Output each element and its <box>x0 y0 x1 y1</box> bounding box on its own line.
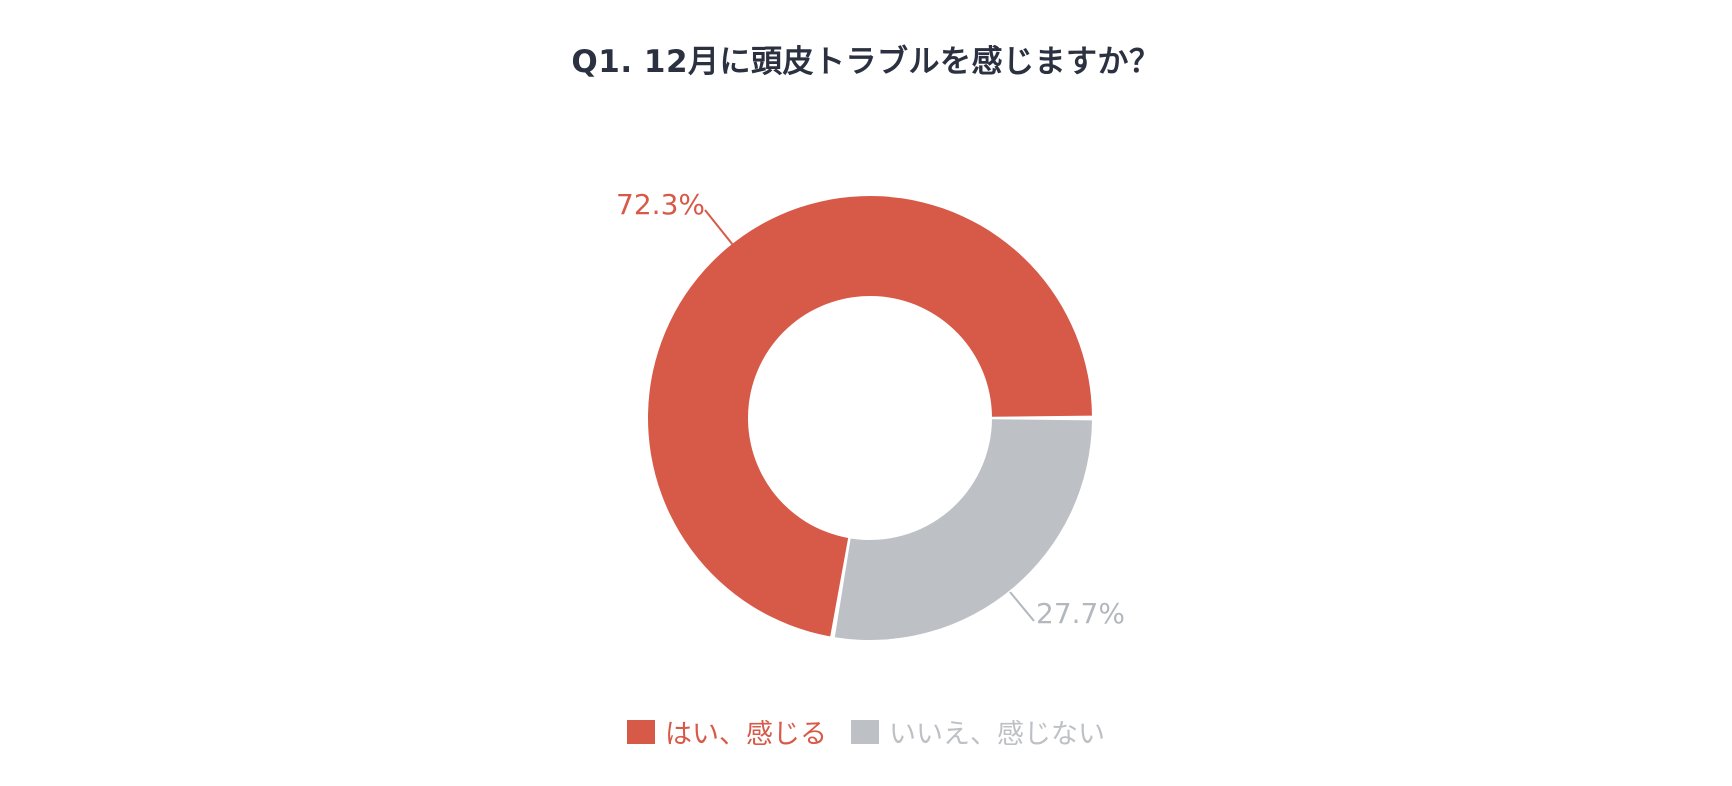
legend-item-no[interactable]: いいえ、感じない <box>851 712 1105 751</box>
legend-swatch-yes <box>627 719 655 744</box>
leader-line-yes <box>704 209 734 246</box>
leader-line-no <box>1009 591 1035 622</box>
donut-slice-no[interactable] <box>834 419 1092 640</box>
legend-label-no: いいえ、感じない <box>889 719 1105 750</box>
slices-layer <box>648 196 1092 640</box>
legend-swatch-no <box>851 719 879 744</box>
data-label-no: 27.7% <box>1036 597 1125 630</box>
legend-label-yes: はい、感じる <box>665 719 827 750</box>
legend-item-yes[interactable]: はい、感じる <box>627 712 827 751</box>
chart-title: Q1. 12月に頭皮トラブルを感じますか？ <box>571 44 1161 80</box>
labels-layer: 72.3% 27.7% <box>616 188 1125 630</box>
donut-slice-yes[interactable] <box>648 196 1092 637</box>
data-label-yes: 72.3% <box>616 188 705 221</box>
legend: はい、感じる いいえ、感じない <box>0 712 1732 751</box>
